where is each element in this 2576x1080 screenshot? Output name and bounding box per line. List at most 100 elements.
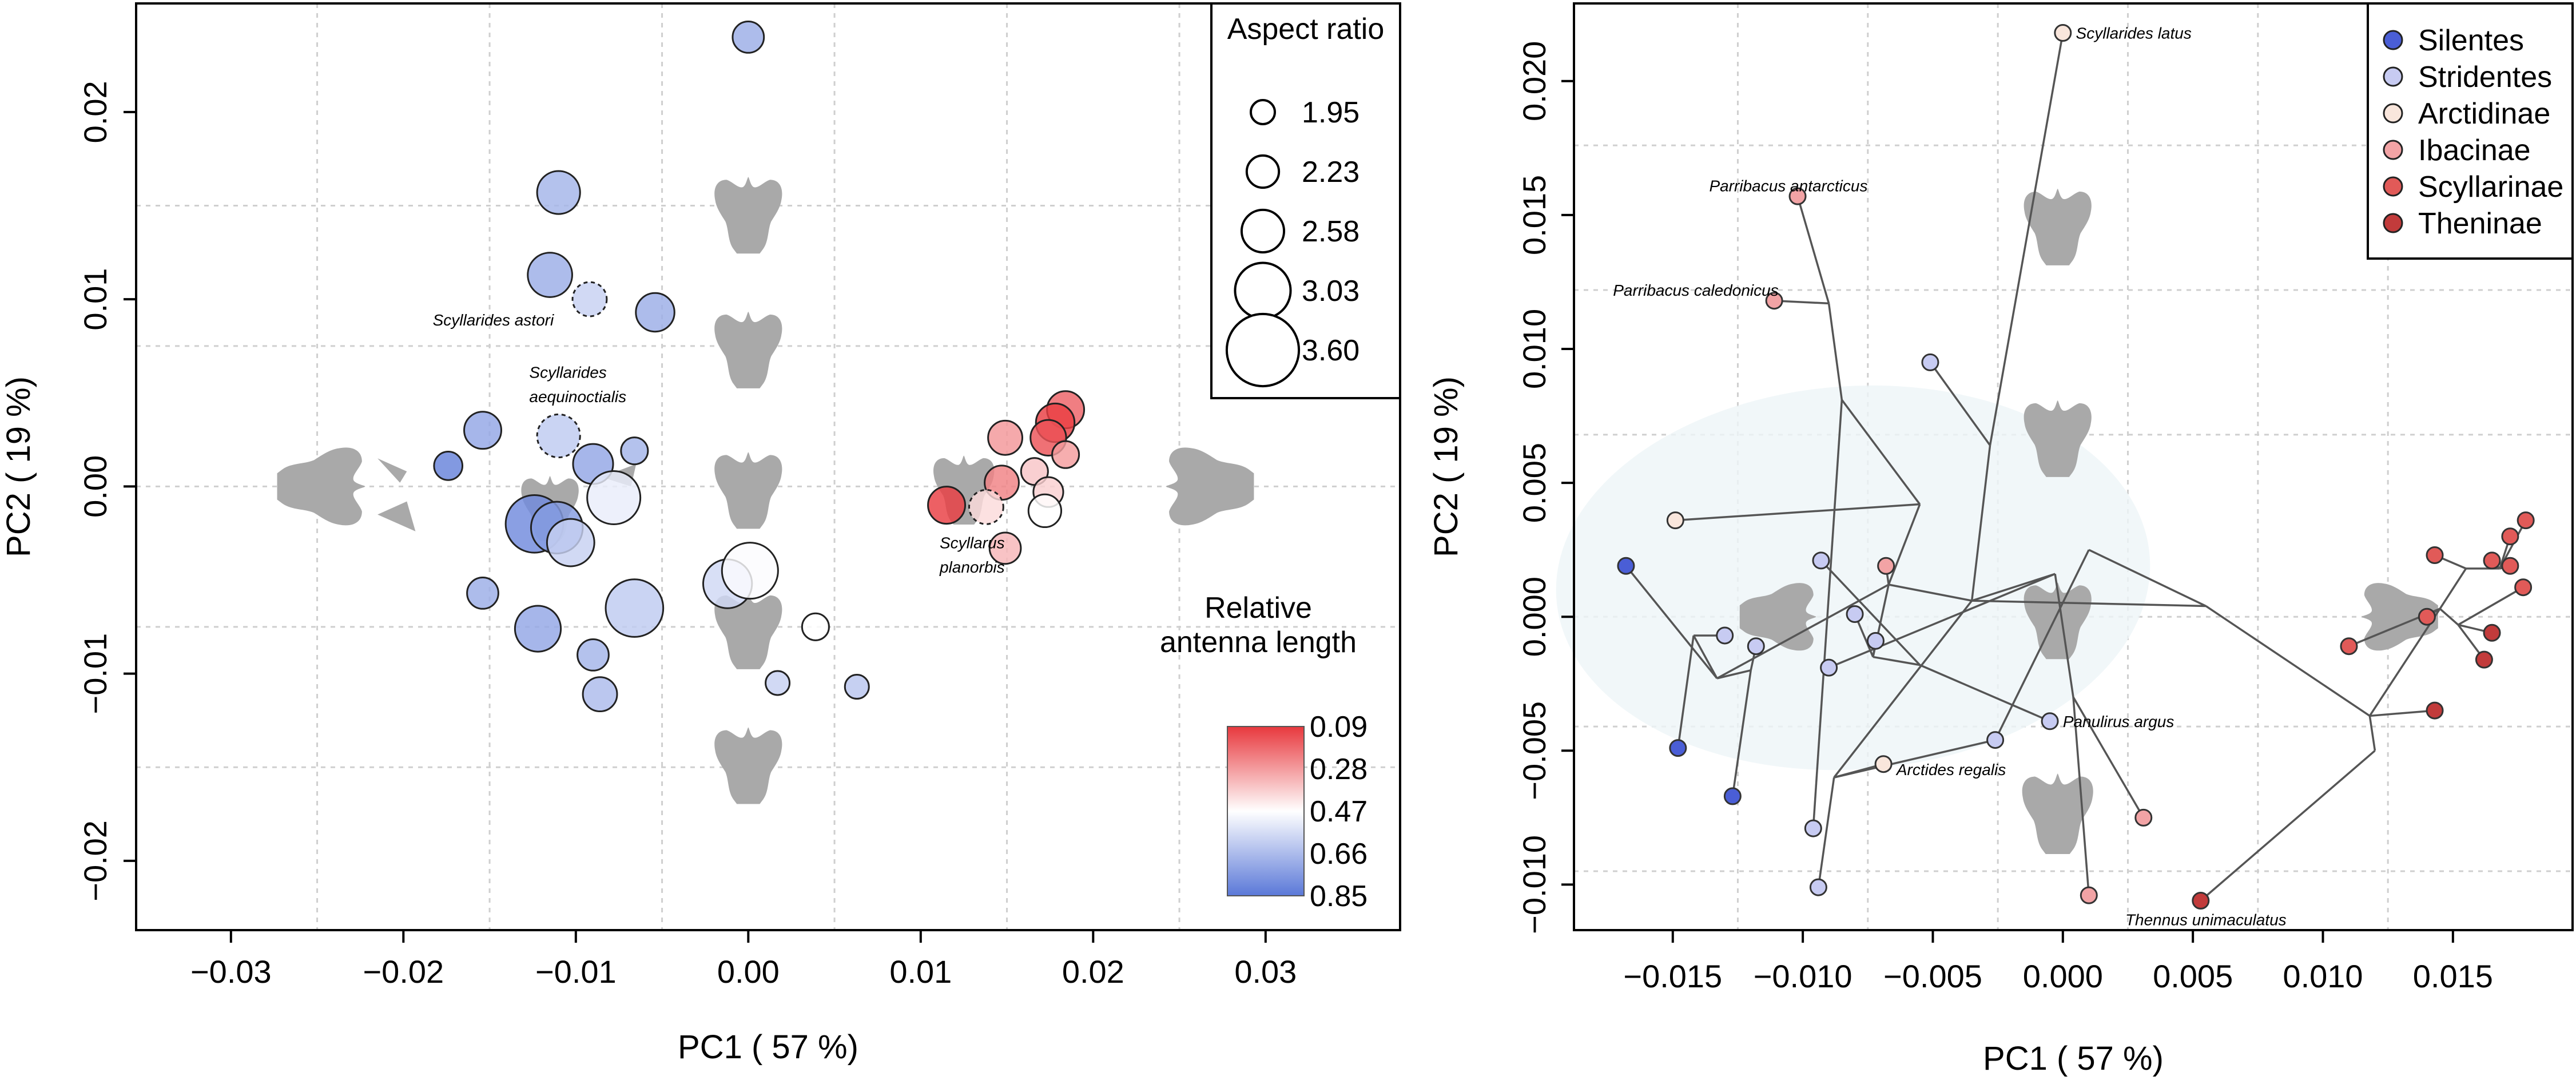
species-label: Parribacus caledonicus [1613, 281, 1779, 299]
x-tick-label: −0.010 [1754, 958, 1853, 994]
x-tick-label: 0.02 [1062, 954, 1124, 990]
legend-size-circle [1245, 154, 1281, 189]
tree-branch [1888, 583, 1973, 602]
legend-size-label: 2.23 [1302, 156, 1359, 189]
scatter-points [1617, 24, 2535, 910]
colorbar [1227, 726, 1305, 896]
data-point [571, 281, 608, 317]
data-point [2517, 511, 2535, 530]
x-tick-label: −0.03 [190, 954, 272, 990]
data-point [1747, 637, 1765, 656]
data-point [2514, 578, 2533, 597]
species-label: Thennus unimaculatus [2125, 911, 2287, 928]
tree-branch [2439, 567, 2467, 610]
x-tick-label: 0.010 [2283, 958, 2363, 994]
colorbar-tick-label: 0.66 [1310, 837, 1367, 871]
tree-branch [1675, 503, 1920, 522]
data-point [1723, 787, 1742, 805]
tree-branch [1796, 196, 1830, 304]
tree-branch [1971, 573, 2056, 602]
tree-branch [1887, 503, 1921, 585]
species-label: Scyllarides latus [2076, 25, 2192, 42]
x-tick-label: 0.00 [717, 954, 780, 990]
legend-size-label: 3.60 [1302, 334, 1359, 367]
species-label: Arctides regalis [1895, 761, 2006, 779]
y-tick-label: −0.010 [1516, 835, 1552, 934]
tree-branch [1840, 399, 1921, 505]
tree-branch [2368, 716, 2376, 751]
colorbar-tick-label: 0.28 [1310, 753, 1367, 786]
colorbar-tick-label: 0.47 [1310, 795, 1367, 828]
data-point [1716, 626, 1734, 645]
x-tick-label: −0.02 [363, 954, 444, 990]
data-point [546, 518, 595, 567]
x-tick-label: −0.01 [535, 954, 617, 990]
tree-branch [1970, 445, 1991, 601]
species-label: planorbis [939, 558, 1005, 576]
data-point [1788, 187, 1807, 205]
y-tick-label: 0.005 [1516, 443, 1552, 523]
shape-silhouette [714, 452, 782, 529]
shape-silhouette [714, 177, 782, 254]
data-point [466, 577, 499, 610]
data-point [2054, 24, 2072, 42]
x-tick-label: 0.005 [2153, 958, 2233, 994]
x-tick-label: −0.005 [1883, 958, 1982, 994]
data-point [2475, 650, 2493, 669]
tree-branch [2458, 586, 2524, 626]
data-point [721, 542, 779, 600]
legend-label: Scyllarinae [2418, 170, 2563, 204]
data-point [801, 612, 830, 641]
data-point [2041, 712, 2059, 730]
legend-marker [2383, 176, 2403, 197]
data-point [927, 486, 967, 525]
y-tick-label: −0.02 [77, 820, 113, 902]
tree-branch [1692, 635, 1718, 679]
x-tick-label: 0.015 [2413, 958, 2493, 994]
x-tick-label: 0.03 [1234, 954, 1297, 990]
data-point [1820, 658, 1838, 677]
data-point [1921, 353, 1939, 371]
data-point [1812, 551, 1830, 570]
legend-size-label: 1.95 [1302, 96, 1359, 129]
data-point [605, 578, 665, 638]
tree-branch [2054, 574, 2074, 697]
data-point [1866, 632, 1885, 650]
data-point [968, 489, 1004, 525]
plot-frame [135, 2, 1401, 931]
data-point [620, 436, 649, 466]
tree-branch [1833, 600, 1973, 779]
species-annotations: Scyllarides astori Scyllarides aequinoctia… [433, 311, 1005, 576]
data-point [1765, 292, 1783, 310]
data-point [577, 638, 610, 672]
y-tick-label: 0.010 [1516, 309, 1552, 389]
y-tick-label: 0.020 [1516, 41, 1552, 121]
data-point [987, 419, 1023, 456]
legend-label: Theninae [2418, 207, 2542, 240]
data-point [2080, 886, 2098, 904]
y-axis: −0.010 −0.005 0.000 0.005 0.010 0.015 0.020 [1516, 41, 1574, 934]
data-point [1804, 819, 1822, 837]
shape-silhouette [1166, 447, 1254, 526]
data-point [586, 470, 642, 525]
data-point [1666, 511, 1684, 530]
colorbar-title-line1: Relative [1204, 591, 1312, 625]
species-label: Scyllarides [529, 364, 606, 382]
legend-marker [2383, 66, 2403, 87]
x-axis: −0.03 −0.02 −0.01 0.00 0.01 0.02 0.03 [190, 930, 1297, 990]
data-point [988, 531, 1022, 565]
legend-label: Arctidinae [2418, 97, 2550, 130]
data-point [1846, 605, 1864, 624]
antenna-shape [377, 458, 407, 483]
shape-silhouette [277, 447, 365, 526]
data-point [2426, 701, 2444, 720]
tree-branch [1716, 669, 1751, 680]
tree-branch [1919, 664, 2050, 722]
legend-size-circle [1250, 99, 1276, 125]
data-point [1617, 557, 1635, 575]
tree-branch [2200, 749, 2376, 902]
legend-marker [2383, 140, 2403, 160]
species-label: Panulirus argus [2063, 713, 2175, 730]
tree-branch [2439, 608, 2459, 626]
